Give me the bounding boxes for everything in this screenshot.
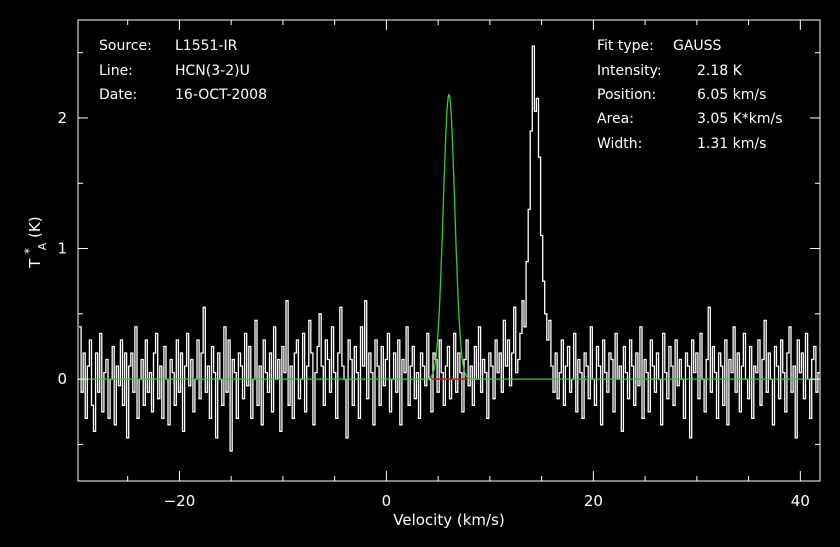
date-key: Date: — [99, 87, 137, 103]
header-left: Source: L1551-IR Line: HCN(3-2)U Date: 1… — [99, 38, 267, 103]
chart-marks — [78, 45, 820, 452]
width-value: 1.31 km/s — [697, 136, 766, 152]
y-tick-label: 0 — [57, 370, 67, 388]
y-axis-label-superscript: * — [22, 248, 36, 254]
width-key: Width: — [597, 136, 642, 152]
position-key: Position: — [597, 87, 656, 103]
position-value: 6.05 km/s — [697, 87, 766, 103]
intensity-key: Intensity: — [597, 63, 662, 79]
y-axis-label-subscript: A — [36, 242, 49, 250]
intensity-value: 2.18 K — [697, 63, 743, 79]
y-tick-label: 2 — [57, 109, 67, 127]
area-key: Area: — [597, 111, 634, 127]
area-value: 3.05 K*km/s — [697, 111, 783, 127]
fit-type-value: GAUSS — [673, 38, 722, 54]
axis-ticks: −20 0 20 40 0 1 2 — [57, 20, 820, 510]
x-tick-label: 40 — [791, 492, 810, 510]
date-value: 16-OCT-2008 — [175, 87, 267, 103]
x-axis-label: Velocity (km/s) — [393, 511, 504, 529]
fit-type-key: Fit type: — [597, 38, 654, 54]
y-axis-label: T * A (K) — [19, 216, 50, 269]
y-axis-label-main: T — [26, 258, 44, 269]
svg-text:T * A (K): T * A (K) — [19, 216, 50, 269]
source-key: Source: — [99, 38, 152, 54]
x-tick-label: 0 — [382, 492, 392, 510]
x-tick-label: 20 — [584, 492, 603, 510]
y-axis-label-unit: (K) — [26, 216, 44, 238]
plot-frame — [77, 19, 821, 482]
header-right: Fit type: GAUSS Intensity: 2.18 K Positi… — [597, 38, 783, 152]
line-key: Line: — [99, 63, 133, 79]
spectrum-line — [79, 45, 820, 452]
y-tick-label: 1 — [57, 240, 67, 258]
line-value: HCN(3-2)U — [175, 63, 250, 79]
x-tick-label: −20 — [164, 492, 196, 510]
gaussian-fit-line — [78, 93, 820, 380]
source-value: L1551-IR — [175, 38, 238, 54]
